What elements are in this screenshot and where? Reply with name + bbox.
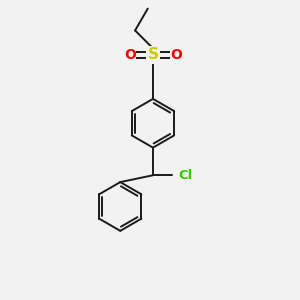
Text: O: O: [124, 48, 136, 62]
Text: O: O: [170, 48, 182, 62]
Text: Cl: Cl: [178, 169, 193, 182]
Text: S: S: [148, 47, 158, 62]
